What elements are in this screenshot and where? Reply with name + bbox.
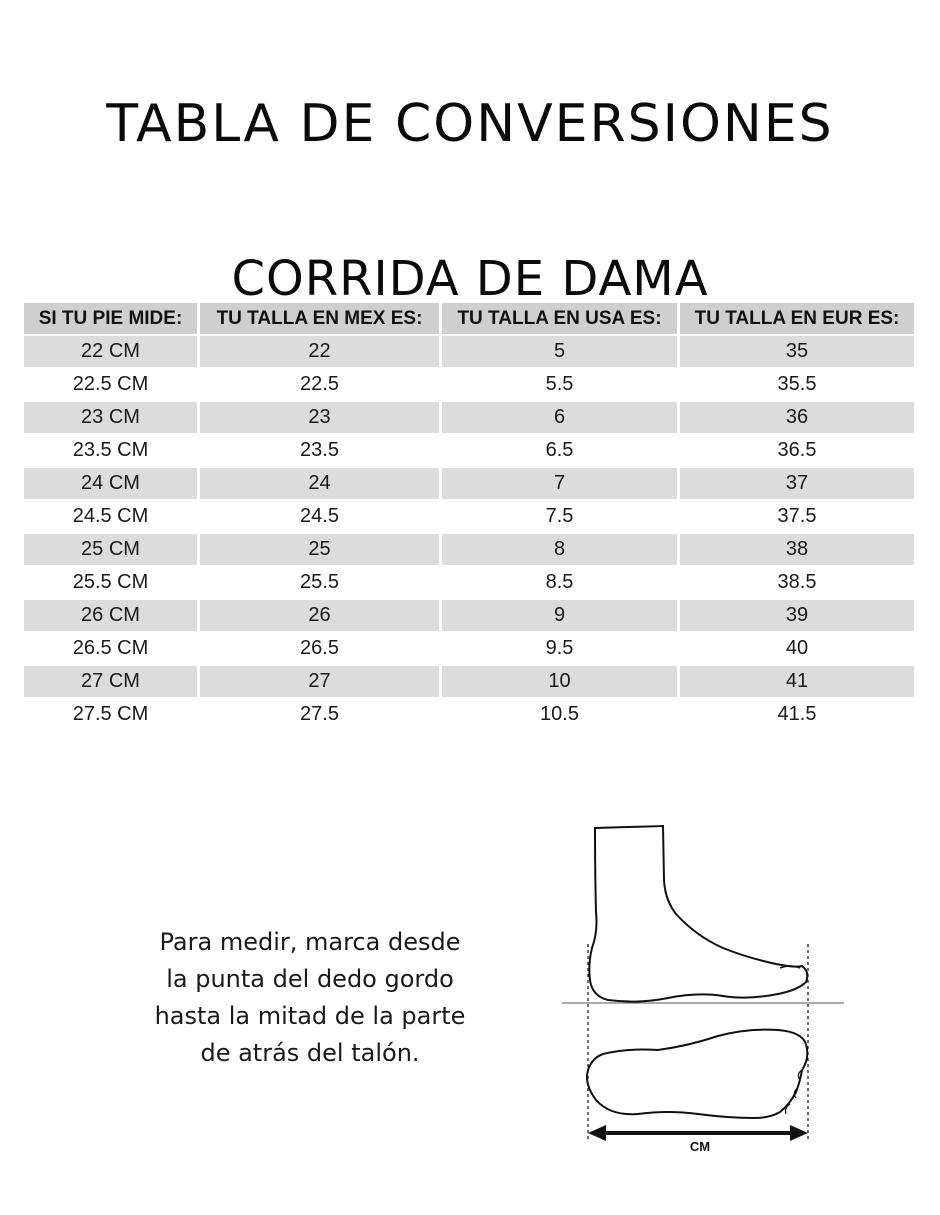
- cell-foot-length: 27 CM: [24, 666, 197, 697]
- cell-foot-length: 23.5 CM: [24, 435, 197, 466]
- table-header-row: SI TU PIE MIDE: TU TALLA EN MEX ES: TU T…: [24, 303, 914, 334]
- cm-label: CM: [690, 1139, 710, 1154]
- cell-eur-size: 36: [680, 402, 914, 433]
- header-usa-size: TU TALLA EN USA ES:: [442, 303, 677, 334]
- cell-foot-length: 23 CM: [24, 402, 197, 433]
- cell-eur-size: 37: [680, 468, 914, 499]
- cell-usa-size: 10.5: [442, 699, 677, 730]
- cell-eur-size: 39: [680, 600, 914, 631]
- cell-usa-size: 5: [442, 336, 677, 367]
- header-foot-length: SI TU PIE MIDE:: [24, 303, 197, 334]
- instruction-line: Para medir, marca desde: [159, 928, 461, 956]
- cell-foot-length: 25.5 CM: [24, 567, 197, 598]
- table-row: 25 CM 25 8 38: [24, 534, 914, 565]
- cell-usa-size: 5.5: [442, 369, 677, 400]
- cell-mex-size: 25.5: [200, 567, 439, 598]
- foot-side-view-icon: [588, 824, 809, 1003]
- cell-foot-length: 26.5 CM: [24, 633, 197, 664]
- table-row: 22 CM 22 5 35: [24, 336, 914, 367]
- table-row: 23 CM 23 6 36: [24, 402, 914, 433]
- foot-measure-icon: CM: [562, 824, 844, 1154]
- foot-top-view-icon: [586, 1028, 809, 1120]
- measurement-instructions: Para medir, marca desde la punta del ded…: [110, 924, 510, 1072]
- header-eur-size: TU TALLA EN EUR ES:: [680, 303, 914, 334]
- instruction-line: hasta la mitad de la parte: [154, 1002, 466, 1030]
- cell-eur-size: 41.5: [680, 699, 914, 730]
- cell-mex-size: 24.5: [200, 501, 439, 532]
- size-conversion-table: SI TU PIE MIDE: TU TALLA EN MEX ES: TU T…: [21, 301, 917, 732]
- cell-eur-size: 38.5: [680, 567, 914, 598]
- table-row: 27 CM 27 10 41: [24, 666, 914, 697]
- cell-usa-size: 8.5: [442, 567, 677, 598]
- cell-eur-size: 41: [680, 666, 914, 697]
- table-row: 22.5 CM 22.5 5.5 35.5: [24, 369, 914, 400]
- cell-usa-size: 6.5: [442, 435, 677, 466]
- cell-usa-size: 6: [442, 402, 677, 433]
- cell-foot-length: 26 CM: [24, 600, 197, 631]
- cell-foot-length: 22.5 CM: [24, 369, 197, 400]
- cell-foot-length: 25 CM: [24, 534, 197, 565]
- table-row: 26.5 CM 26.5 9.5 40: [24, 633, 914, 664]
- arrow-right-icon: [790, 1125, 808, 1141]
- cell-mex-size: 22.5: [200, 369, 439, 400]
- cell-eur-size: 40: [680, 633, 914, 664]
- page-subtitle: CORRIDA DE DAMA: [231, 250, 709, 307]
- cell-foot-length: 22 CM: [24, 336, 197, 367]
- cell-mex-size: 24: [200, 468, 439, 499]
- instruction-line: de atrás del talón.: [200, 1039, 420, 1067]
- cell-foot-length: 27.5 CM: [24, 699, 197, 730]
- cell-usa-size: 7: [442, 468, 677, 499]
- table-row: 25.5 CM 25.5 8.5 38.5: [24, 567, 914, 598]
- cell-foot-length: 24 CM: [24, 468, 197, 499]
- cell-foot-length: 24.5 CM: [24, 501, 197, 532]
- cell-mex-size: 27: [200, 666, 439, 697]
- cell-usa-size: 10: [442, 666, 677, 697]
- cell-mex-size: 27.5: [200, 699, 439, 730]
- cell-usa-size: 8: [442, 534, 677, 565]
- table-row: 24.5 CM 24.5 7.5 37.5: [24, 501, 914, 532]
- cell-mex-size: 26.5: [200, 633, 439, 664]
- cell-usa-size: 9: [442, 600, 677, 631]
- cell-mex-size: 23.5: [200, 435, 439, 466]
- cell-usa-size: 9.5: [442, 633, 677, 664]
- page-title: TABLA DE CONVERSIONES: [106, 93, 834, 154]
- table-row: 26 CM 26 9 39: [24, 600, 914, 631]
- header-mex-size: TU TALLA EN MEX ES:: [200, 303, 439, 334]
- cell-mex-size: 22: [200, 336, 439, 367]
- cell-usa-size: 7.5: [442, 501, 677, 532]
- arrow-left-icon: [588, 1125, 606, 1141]
- table-row: 23.5 CM 23.5 6.5 36.5: [24, 435, 914, 466]
- cell-mex-size: 25: [200, 534, 439, 565]
- cell-mex-size: 26: [200, 600, 439, 631]
- table-row: 24 CM 24 7 37: [24, 468, 914, 499]
- cell-eur-size: 35.5: [680, 369, 914, 400]
- cell-eur-size: 37.5: [680, 501, 914, 532]
- table-row: 27.5 CM 27.5 10.5 41.5: [24, 699, 914, 730]
- instruction-line: la punta del dedo gordo: [166, 965, 454, 993]
- cell-mex-size: 23: [200, 402, 439, 433]
- cell-eur-size: 36.5: [680, 435, 914, 466]
- cell-eur-size: 38: [680, 534, 914, 565]
- cell-eur-size: 35: [680, 336, 914, 367]
